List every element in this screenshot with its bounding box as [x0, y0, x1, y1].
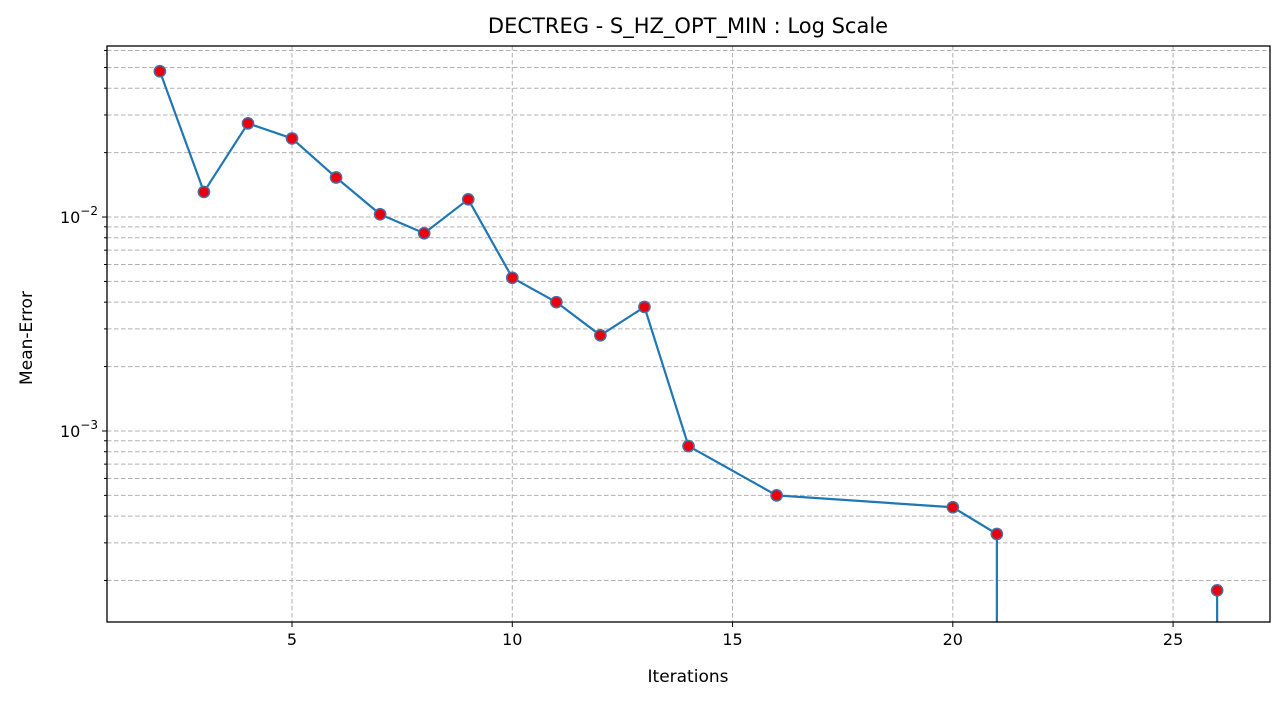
x-axis-label: Iterations — [648, 667, 729, 687]
x-tick-label: 15 — [722, 630, 742, 649]
x-tick-label: 20 — [943, 630, 963, 649]
series-layer — [153, 64, 1224, 622]
data-point — [638, 300, 651, 314]
data-point — [373, 207, 387, 221]
y-axis-label: Mean-Error — [17, 291, 37, 385]
data-point — [153, 64, 167, 78]
data-point — [1210, 583, 1224, 597]
grid — [107, 46, 1270, 622]
data-point — [461, 192, 475, 206]
data-point — [505, 271, 519, 285]
series-line — [158, 70, 998, 535]
y-tick-label: 10−2 — [60, 204, 98, 227]
y-tick-label: 10−3 — [60, 418, 98, 441]
data-point — [197, 185, 211, 199]
data-point — [241, 117, 255, 130]
chart-title: DECTREG - S_HZ_OPT_MIN : Log Scale — [488, 14, 888, 39]
x-tick-label: 25 — [1163, 630, 1183, 649]
x-tick-label: 10 — [502, 630, 522, 649]
data-point — [946, 500, 960, 514]
x-tick-label: 5 — [287, 630, 297, 649]
data-point — [417, 226, 431, 240]
data-point — [549, 295, 563, 309]
data-point — [329, 171, 343, 184]
data-point — [594, 328, 607, 342]
plot-frame — [106, 45, 1271, 623]
data-point — [285, 132, 299, 145]
tick-layer: 5 10 15 20 25 10−3 10−2 — [60, 50, 1183, 649]
data-point — [990, 527, 1004, 541]
data-point — [682, 439, 695, 453]
data-point — [770, 489, 783, 502]
